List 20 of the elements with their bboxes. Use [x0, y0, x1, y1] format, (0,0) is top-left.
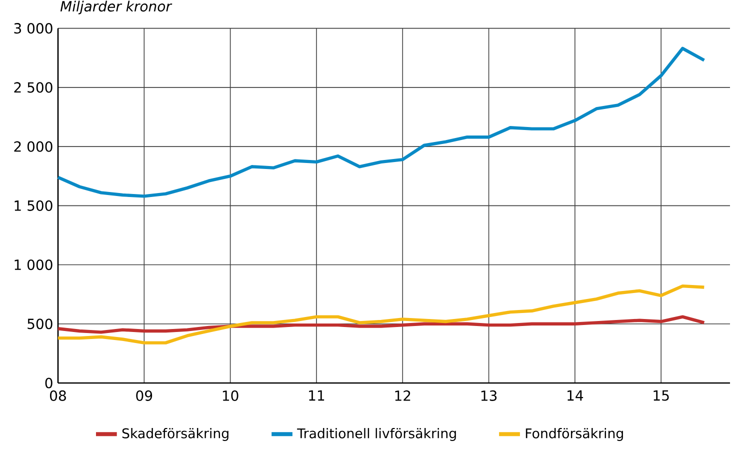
y-tick-label: 2 000 — [14, 141, 52, 152]
y-tick-label: 3 000 — [14, 23, 52, 34]
line-series — [56, 46, 706, 198]
x-tick-label: 09 — [136, 390, 152, 401]
legend-label: Fondförsäkring — [526, 428, 623, 441]
x-tick-label: 13 — [481, 390, 497, 401]
x-tick-label: 15 — [654, 390, 669, 401]
x-tick-label: 08 — [50, 390, 66, 401]
y-tick-label: 1 500 — [14, 200, 52, 211]
y-tick-label: 500 — [28, 318, 52, 330]
y-tick-label: 1 000 — [14, 259, 52, 270]
x-tick-label: 10 — [222, 390, 238, 401]
y-tick-label: 0 — [45, 378, 52, 388]
y-tick-label: 2 500 — [14, 82, 52, 93]
y-axis-title: Miljarder kronor — [60, 0, 172, 14]
legend-label: Traditionell livförsäkring — [297, 428, 456, 441]
x-tick-label: 12 — [395, 390, 410, 401]
x-tick-label: 11 — [309, 390, 324, 401]
x-tick-label: 14 — [568, 390, 584, 401]
legend-label: Skadeförsäkring — [122, 428, 228, 441]
